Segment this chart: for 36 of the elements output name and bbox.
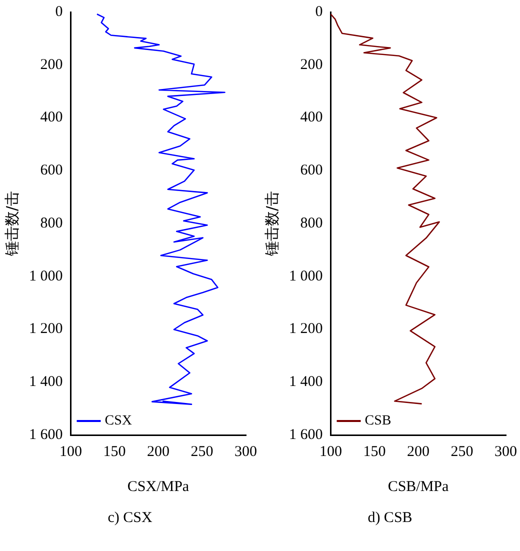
x-tick-label: 300	[234, 444, 257, 460]
y-tick-label: 1 000	[29, 268, 63, 284]
x-tick-label: 100	[60, 444, 82, 460]
y-tick-label: 1 200	[289, 321, 323, 338]
x-tick-label: 150	[363, 444, 386, 460]
y-tick-label: 1 600	[289, 426, 323, 443]
y-tick-label: 200	[300, 56, 323, 73]
text: c) CSX	[106, 510, 154, 527]
x-tick-label: 300	[494, 444, 517, 460]
y-axis-title: 锤击数/击	[2, 190, 21, 258]
y-tick-label: 200	[40, 56, 63, 73]
legend-label: CSX	[104, 414, 132, 429]
y-tick-label: 800	[40, 215, 63, 232]
x-axis-title: CSB/MPa	[388, 478, 450, 495]
x-tick-label: 150	[103, 444, 126, 460]
legend-label: CSB	[364, 414, 392, 429]
y-tick-label: 400	[40, 110, 63, 126]
y-tick-label: 0	[55, 4, 63, 20]
y-tick-label: 1 000	[289, 268, 323, 284]
x-tick-label: 200	[407, 444, 430, 460]
x-axis-title: CSX/MPa	[127, 478, 190, 495]
y-tick-label: 1 200	[29, 321, 63, 338]
x-tick-label: 250	[450, 444, 474, 460]
y-tick-label: 1 400	[29, 374, 63, 390]
y-tick-label: 1 400	[289, 374, 323, 390]
y-tick-label: 1 600	[29, 426, 63, 443]
y-tick-label: 0	[315, 4, 323, 20]
text: d) CSB	[366, 510, 414, 527]
x-tick-label: 200	[147, 444, 170, 460]
y-tick-label: 400	[300, 110, 323, 126]
x-tick-label: 100	[320, 444, 342, 460]
y-tick-label: 800	[300, 215, 323, 232]
y-axis-title: 锤击数/击	[262, 190, 281, 258]
y-tick-label: 600	[300, 162, 323, 179]
x-tick-label: 250	[190, 444, 214, 460]
y-tick-label: 600	[40, 162, 63, 179]
